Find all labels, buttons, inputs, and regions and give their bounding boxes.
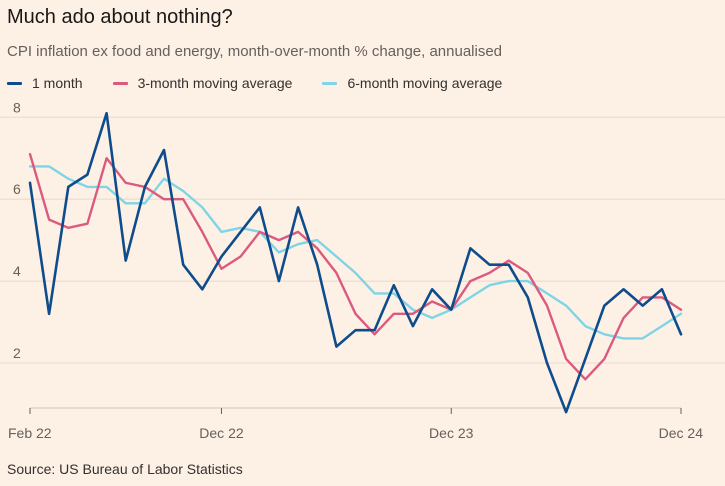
legend-swatch-3-month <box>112 81 128 85</box>
x-tick-label-3: Dec 24 <box>659 425 704 441</box>
y-tick-label-8: 8 <box>13 99 21 115</box>
y-tick-label-4: 4 <box>13 263 21 279</box>
x-tick-label-1: Dec 22 <box>199 425 244 441</box>
legend-item-3-month: 3-month moving average <box>112 75 293 91</box>
legend-label-1-month: 1 month <box>32 75 83 91</box>
legend-swatch-6-month <box>322 81 338 85</box>
legend-label-6-month: 6-month moving average <box>347 75 503 91</box>
chart-legend: 1 month 3-month moving average 6-month m… <box>7 75 532 91</box>
legend-swatch-1-month <box>7 81 22 85</box>
source-note: Source: US Bureau of Labor Statistics <box>7 461 243 477</box>
legend-label-3-month: 3-month moving average <box>137 75 293 91</box>
y-tick-label-2: 2 <box>13 345 21 361</box>
chart-title: Much ado about nothing? <box>7 6 233 28</box>
legend-item-1-month: 1 month <box>7 75 83 91</box>
y-tick-label-6: 6 <box>13 181 21 197</box>
series-line-3-month-ma <box>28 152 683 381</box>
x-tick-label-2: Dec 23 <box>429 425 474 441</box>
series-line-6-month-ma <box>28 165 683 340</box>
series-line-1-month <box>28 111 683 414</box>
x-tick-label-0: Feb 22 <box>8 425 52 441</box>
chart-subtitle: CPI inflation ex food and energy, month-… <box>7 43 503 60</box>
legend-item-6-month: 6-month moving average <box>322 75 502 91</box>
